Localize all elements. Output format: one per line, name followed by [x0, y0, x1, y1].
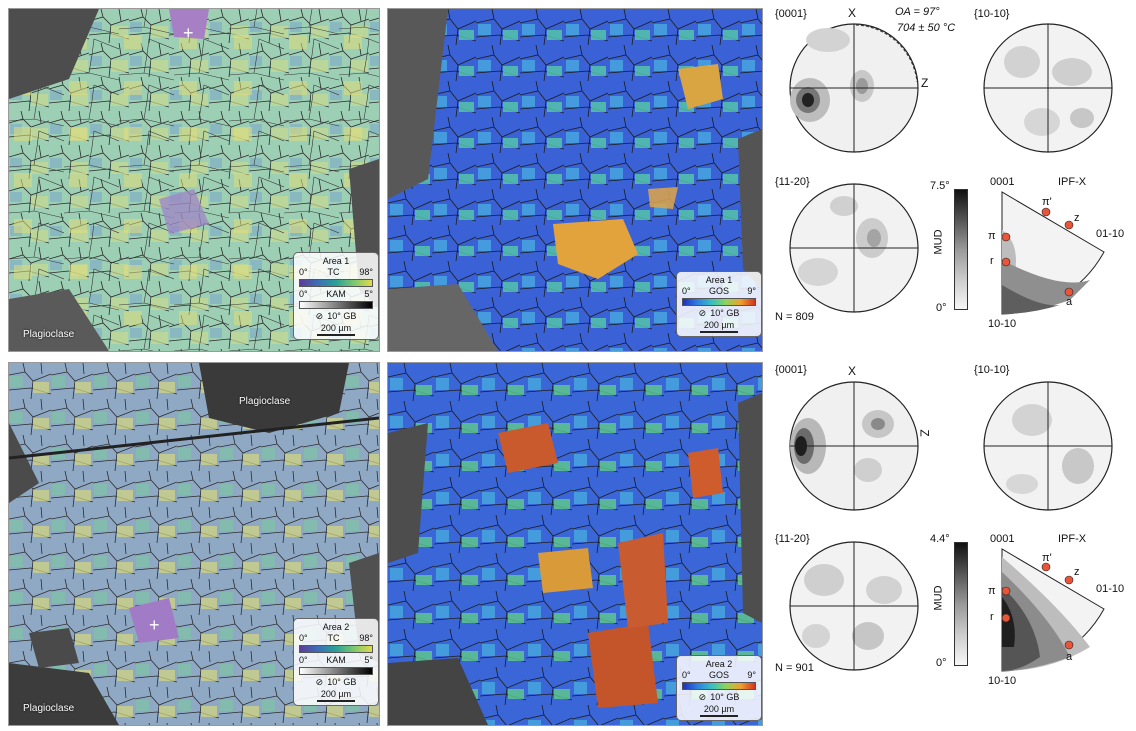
- gb-icon: ⊘: [315, 677, 324, 687]
- pole-figure-10-10-area1: [983, 23, 1113, 153]
- legend-max: 98°: [359, 267, 373, 277]
- ipf-point-z: [1064, 575, 1074, 585]
- ipf-label-r: r: [990, 611, 994, 623]
- mud-max: 7.5°: [930, 180, 950, 192]
- mud-max: 4.4°: [930, 533, 950, 545]
- legend-title: Area 1: [705, 275, 733, 285]
- pole-figure-11-20-area2: [789, 541, 919, 671]
- temperature: 704 ± 50 °C: [897, 22, 956, 34]
- tc-kam-legend-area2: Area 2 0° TC 98° 0° KAM 5° ⊘ 10° GB 200 µm: [293, 618, 379, 706]
- pole-figure-0001-area1: [789, 23, 919, 153]
- ipf-point-r: [1001, 613, 1011, 623]
- ipf-label-r: r: [990, 255, 994, 267]
- ipf-x-area2: [1001, 548, 1105, 672]
- ipf-label-a: a: [1066, 296, 1073, 308]
- legend-label: TC: [327, 267, 340, 277]
- grain-marker-icon: +: [149, 615, 160, 635]
- ipf-label-0001: 0001: [990, 176, 1015, 188]
- grain-count: N = 901: [775, 662, 814, 674]
- pole-figure-11-20-area1: [789, 183, 919, 313]
- ipf-point-z: [1064, 220, 1074, 230]
- gos-legend-area1: Area 1 0° GOS 9° ⊘ 10° GB 200 µm: [676, 271, 762, 337]
- pf-axis-x: X: [848, 6, 857, 20]
- ipf-label-z: z: [1074, 566, 1080, 578]
- gos-colorbar: [682, 682, 756, 690]
- opening-angle: OA = 97°: [895, 6, 940, 18]
- gos-map-area1: Area 1 0° GOS 9° ⊘ 10° GB 200 µm: [387, 8, 763, 352]
- grain-boundary-key: ⊘ 10° GB: [698, 692, 740, 702]
- plagioclase-label: Plagioclase: [239, 396, 291, 407]
- ipf-label-0001: 0001: [990, 533, 1015, 545]
- mud-label: MUD: [932, 585, 945, 611]
- pf-label-0001: {0001}: [775, 364, 807, 376]
- kam-colorbar: [299, 667, 373, 675]
- tc-kam-legend-area1: Area 1 0° TC 98° 0° KAM 5° ⊘ 10° GB 200 µm: [293, 252, 379, 340]
- ipf-x-area1: [1001, 191, 1105, 315]
- gos-map-area2: Area 2 0° GOS 9° ⊘ 10° GB 200 µm: [387, 362, 763, 726]
- legend-min: 0°: [299, 267, 308, 277]
- mud-colorbar-area1: [954, 189, 968, 310]
- gb-icon: ⊘: [698, 692, 707, 702]
- ipf-label-10-10: 10-10: [988, 318, 1017, 330]
- ipf-point-a: [1064, 287, 1074, 297]
- ipf-label-z: z: [1074, 212, 1080, 224]
- ipf-point-r: [1001, 257, 1011, 267]
- ipf-point-pi: [1001, 232, 1011, 242]
- plagioclase-label: Plagioclase: [23, 329, 75, 340]
- scale-bar: 200 µm: [700, 320, 738, 333]
- grain-boundary-key: ⊘ 10° GB: [698, 308, 740, 318]
- mud-label: MUD: [932, 229, 945, 255]
- ipf-label-pi2: π': [1042, 196, 1052, 208]
- legend-title: Area 2: [705, 659, 733, 669]
- scale-bar: 200 µm: [700, 704, 738, 717]
- pf-axis-x: X: [848, 364, 857, 378]
- tc-map-area1: + Plagioclase Area 1 0° TC 98° 0° KAM 5° ⊘ 10…: [8, 8, 380, 352]
- gos-colorbar: [682, 298, 756, 306]
- ipf-point-pi: [1001, 586, 1011, 596]
- legend-title: Area 2: [322, 622, 350, 632]
- pf-label-0001: {0001}: [775, 8, 807, 20]
- grain-marker-icon: +: [183, 23, 194, 43]
- ipf-title: IPF-X: [1058, 533, 1087, 545]
- kam-colorbar: [299, 301, 373, 309]
- ipf-label-pi: π: [988, 230, 996, 242]
- grain-boundary-key: ⊘ 10° GB: [315, 311, 357, 321]
- pf-label-10-10: {10-10}: [974, 8, 1010, 20]
- pole-figure-0001-area2: [789, 381, 919, 511]
- mud-min: 0°: [936, 302, 947, 314]
- legend-title: Area 1: [322, 256, 350, 266]
- plagioclase-label: Plagioclase: [23, 703, 75, 714]
- ipf-title: IPF-X: [1058, 176, 1087, 188]
- ipf-label-01-10: 01-10: [1096, 583, 1125, 595]
- gos-legend-area2: Area 2 0° GOS 9° ⊘ 10° GB 200 µm: [676, 655, 762, 721]
- grain-count: N = 809: [775, 311, 814, 323]
- grain-boundary-key: ⊘ 10° GB: [315, 677, 357, 687]
- tc-map-area2: + Plagioclase Plagioclase Area 2 0° TC 98°…: [8, 362, 380, 726]
- pf-label-11-20: {11-20}: [775, 176, 810, 188]
- pf-label-10-10: {10-10}: [974, 364, 1010, 376]
- gb-icon: ⊘: [698, 308, 707, 318]
- pf-label-11-20: {11-20}: [775, 533, 810, 545]
- ipf-label-a: a: [1066, 651, 1073, 663]
- ipf-label-pi2: π': [1042, 552, 1052, 564]
- ipf-label-pi: π: [988, 585, 996, 597]
- gb-icon: ⊘: [315, 311, 324, 321]
- tc-colorbar: [299, 279, 373, 287]
- ipf-point-a: [1064, 640, 1074, 650]
- pf-axis-z: Z: [921, 76, 929, 90]
- scale-bar: 200 µm: [317, 689, 355, 702]
- ipf-point-pi2: [1041, 207, 1051, 217]
- scale-bar: 200 µm: [317, 323, 355, 336]
- mud-colorbar-area2: [954, 542, 968, 666]
- ipf-label-10-10: 10-10: [988, 675, 1017, 687]
- mud-min: 0°: [936, 657, 947, 669]
- ipf-point-pi2: [1041, 562, 1051, 572]
- ipf-label-01-10: 01-10: [1096, 228, 1125, 240]
- pole-figure-10-10-area2: [983, 381, 1113, 511]
- gos-map-area1-image: [388, 9, 762, 351]
- tc-map-area1-image: +: [9, 9, 379, 351]
- tc-colorbar: [299, 645, 373, 653]
